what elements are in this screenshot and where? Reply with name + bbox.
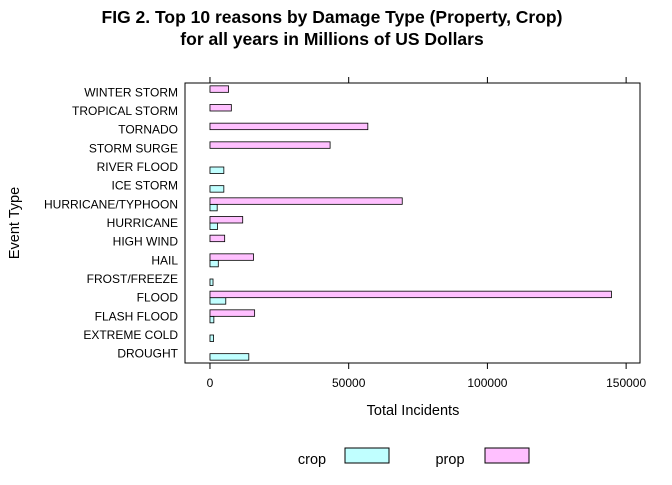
bar-prop: [209, 122, 369, 131]
bar-crop: [209, 203, 218, 212]
y-tick-label: HAIL: [151, 253, 178, 267]
bar-crop: [209, 185, 225, 193]
bar-crop: [209, 353, 250, 361]
x-ticks: 0 50000 100000 150000: [207, 77, 646, 390]
bar-crop: [209, 166, 225, 174]
y-tick-label: ICE STORM: [112, 179, 178, 193]
y-tick-label: TROPICAL STORM: [72, 104, 178, 118]
bar-prop: [209, 85, 229, 93]
legend-swatch: [484, 447, 530, 464]
y-tick-label: TORNADO: [118, 123, 178, 137]
y-tick-label: WINTER STORM: [84, 85, 178, 99]
y-tick-label: HIGH WIND: [113, 235, 179, 249]
y-tick-label: HURRICANE/TYPHOON: [44, 197, 178, 211]
x-tick-label: 50000: [332, 376, 366, 390]
bar-prop: [209, 253, 254, 261]
chart-title: FIG 2. Top 10 reasons by Damage Type (Pr…: [102, 7, 563, 27]
legend-label: crop: [298, 452, 326, 468]
bar-prop: [209, 141, 331, 149]
bar-prop: [209, 216, 244, 224]
bar-crop: [209, 222, 218, 230]
bar-crop: [209, 315, 215, 324]
bar-crop: [209, 259, 219, 268]
bar-prop: [209, 234, 226, 243]
x-tick-label: 150000: [606, 376, 646, 390]
legend: crop prop: [298, 447, 530, 468]
x-tick-label: 100000: [467, 376, 507, 390]
legend-swatch: [344, 447, 390, 464]
x-axis-label: Total Incidents: [367, 403, 460, 419]
bar-crop: [209, 278, 214, 286]
bar-prop: [209, 104, 232, 112]
y-tick-label: HURRICANE: [107, 216, 178, 230]
y-tick-label: FLASH FLOOD: [95, 309, 179, 323]
x-tick-label: 0: [207, 376, 214, 390]
y-tick-label: RIVER FLOOD: [97, 160, 179, 174]
y-axis-label: Event Type: [7, 187, 23, 259]
bar-prop: [209, 309, 256, 317]
bar-crop: [209, 334, 214, 342]
y-tick-label: FROST/FREEZE: [87, 272, 178, 286]
plot-frame: [184, 82, 641, 364]
y-tick-label: EXTREME COLD: [83, 328, 178, 342]
legend-label: prop: [435, 452, 464, 468]
bar-prop: [209, 197, 403, 205]
y-tick-label: STORM SURGE: [89, 141, 178, 155]
bar-crop: [209, 297, 227, 305]
y-tick-labels: DROUGHT EXTREME COLD FLASH FLOOD FLOOD FROST…: [44, 85, 179, 360]
chart-subtitle: for all years in Millions of US Dollars: [180, 29, 484, 49]
plot-area: [209, 85, 612, 361]
y-tick-label: FLOOD: [137, 291, 179, 305]
bar-prop: [209, 290, 612, 299]
y-tick-label: DROUGHT: [117, 347, 178, 361]
